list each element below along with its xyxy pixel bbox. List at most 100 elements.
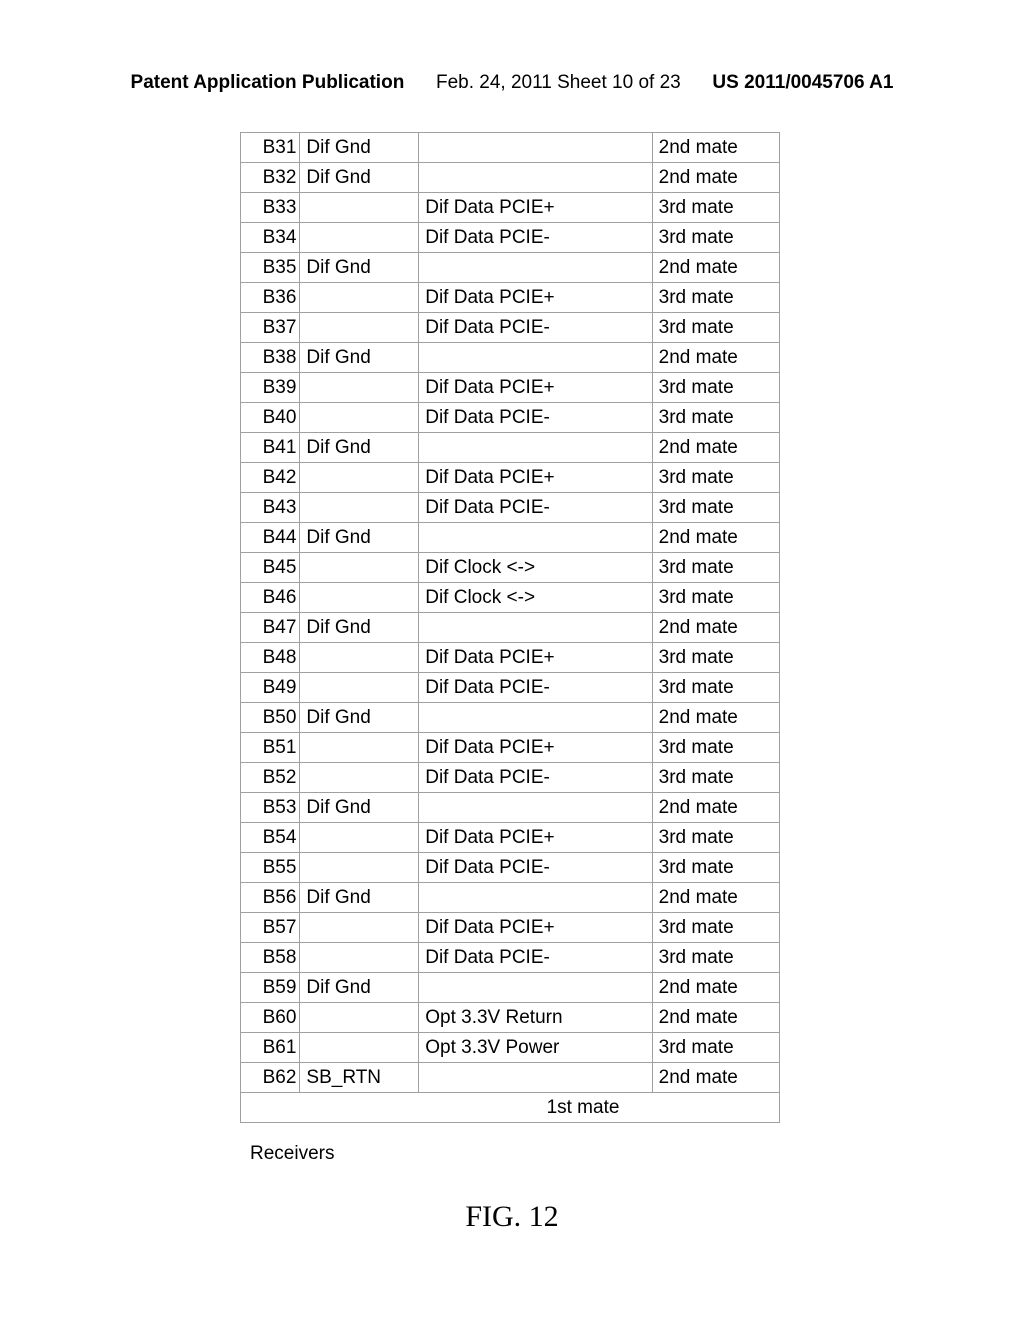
desc-cell bbox=[419, 883, 652, 913]
table-row: B42Dif Data PCIE+3rd mate bbox=[241, 463, 780, 493]
pin-cell: B46 bbox=[241, 583, 300, 613]
pin-cell: B34 bbox=[241, 223, 300, 253]
gnd-cell: Dif Gnd bbox=[300, 433, 419, 463]
desc-cell: Dif Data PCIE+ bbox=[419, 733, 652, 763]
table-row: B58Dif Data PCIE-3rd mate bbox=[241, 943, 780, 973]
gnd-cell bbox=[300, 853, 419, 883]
desc-cell: Dif Data PCIE+ bbox=[419, 193, 652, 223]
mate-cell: 2nd mate bbox=[652, 523, 779, 553]
header-mid: Feb. 24, 2011 Sheet 10 of 23 bbox=[436, 72, 681, 93]
gnd-cell: Dif Gnd bbox=[300, 793, 419, 823]
gnd-cell bbox=[300, 313, 419, 343]
table-row: B54Dif Data PCIE+3rd mate bbox=[241, 823, 780, 853]
table-row: B49Dif Data PCIE-3rd mate bbox=[241, 673, 780, 703]
header-right: US 2011/0045706 A1 bbox=[712, 72, 893, 93]
desc-cell: Dif Data PCIE- bbox=[419, 943, 652, 973]
desc-cell: Dif Data PCIE+ bbox=[419, 913, 652, 943]
table-row: B61Opt 3.3V Power3rd mate bbox=[241, 1033, 780, 1063]
mate-cell: 3rd mate bbox=[652, 823, 779, 853]
table-row: B43Dif Data PCIE-3rd mate bbox=[241, 493, 780, 523]
pin-cell: B52 bbox=[241, 763, 300, 793]
table-row: B35Dif Gnd2nd mate bbox=[241, 253, 780, 283]
mate-cell: 3rd mate bbox=[652, 1033, 779, 1063]
desc-cell bbox=[419, 163, 652, 193]
table-row: B59Dif Gnd2nd mate bbox=[241, 973, 780, 1003]
mate-cell: 3rd mate bbox=[652, 283, 779, 313]
pin-cell: B43 bbox=[241, 493, 300, 523]
pin-cell: B36 bbox=[241, 283, 300, 313]
mate-cell: 2nd mate bbox=[652, 433, 779, 463]
pin-cell: B32 bbox=[241, 163, 300, 193]
gnd-cell bbox=[300, 733, 419, 763]
gnd-cell: Dif Gnd bbox=[300, 613, 419, 643]
desc-cell: Dif Data PCIE- bbox=[419, 853, 652, 883]
mate-cell: 2nd mate bbox=[652, 343, 779, 373]
mate-cell: 2nd mate bbox=[652, 793, 779, 823]
desc-cell: Dif Data PCIE+ bbox=[419, 643, 652, 673]
receivers-label: Receivers bbox=[250, 1143, 334, 1165]
gnd-cell bbox=[300, 403, 419, 433]
mate-cell: 3rd mate bbox=[652, 913, 779, 943]
table-row: B50Dif Gnd2nd mate bbox=[241, 703, 780, 733]
desc-cell bbox=[419, 793, 652, 823]
pin-cell: B47 bbox=[241, 613, 300, 643]
desc-cell bbox=[419, 523, 652, 553]
mate-cell: 3rd mate bbox=[652, 583, 779, 613]
page-header: Patent Application Publication Feb. 24, … bbox=[0, 72, 1024, 94]
desc-cell: Dif Data PCIE+ bbox=[419, 823, 652, 853]
desc-cell bbox=[419, 613, 652, 643]
mate-cell: 3rd mate bbox=[652, 403, 779, 433]
table-row: B51Dif Data PCIE+3rd mate bbox=[241, 733, 780, 763]
table-footer-row: 1st mate bbox=[241, 1093, 780, 1123]
mate-cell: 3rd mate bbox=[652, 193, 779, 223]
desc-cell bbox=[419, 343, 652, 373]
mate-cell: 2nd mate bbox=[652, 1003, 779, 1033]
mate-cell: 3rd mate bbox=[652, 643, 779, 673]
mate-cell: 3rd mate bbox=[652, 553, 779, 583]
gnd-cell: Dif Gnd bbox=[300, 163, 419, 193]
mate-cell: 3rd mate bbox=[652, 223, 779, 253]
pin-cell: B53 bbox=[241, 793, 300, 823]
desc-cell: Dif Data PCIE+ bbox=[419, 463, 652, 493]
mate-cell: 3rd mate bbox=[652, 763, 779, 793]
pin-cell: B60 bbox=[241, 1003, 300, 1033]
mate-cell: 2nd mate bbox=[652, 253, 779, 283]
pin-cell: B45 bbox=[241, 553, 300, 583]
desc-cell: Dif Data PCIE- bbox=[419, 313, 652, 343]
gnd-cell: Dif Gnd bbox=[300, 343, 419, 373]
table-row: B40Dif Data PCIE-3rd mate bbox=[241, 403, 780, 433]
pin-cell: B31 bbox=[241, 133, 300, 163]
pin-cell: B37 bbox=[241, 313, 300, 343]
gnd-cell: Dif Gnd bbox=[300, 133, 419, 163]
gnd-cell: Dif Gnd bbox=[300, 523, 419, 553]
pin-cell: B48 bbox=[241, 643, 300, 673]
gnd-cell: Dif Gnd bbox=[300, 883, 419, 913]
table-row: B57Dif Data PCIE+3rd mate bbox=[241, 913, 780, 943]
mate-cell: 3rd mate bbox=[652, 313, 779, 343]
gnd-cell bbox=[300, 283, 419, 313]
pin-cell: B61 bbox=[241, 1033, 300, 1063]
table-row: B44Dif Gnd 2nd mate bbox=[241, 523, 780, 553]
figure-label: FIG. 12 bbox=[0, 1200, 1024, 1234]
header-left: Patent Application Publication bbox=[131, 72, 405, 93]
mate-cell: 3rd mate bbox=[652, 673, 779, 703]
table-row: B31Dif Gnd2nd mate bbox=[241, 133, 780, 163]
mate-cell: 2nd mate bbox=[652, 1063, 779, 1093]
gnd-cell bbox=[300, 943, 419, 973]
gnd-cell bbox=[300, 763, 419, 793]
pin-cell: B39 bbox=[241, 373, 300, 403]
pin-cell: B42 bbox=[241, 463, 300, 493]
desc-cell bbox=[419, 133, 652, 163]
table-row: B55Dif Data PCIE-3rd mate bbox=[241, 853, 780, 883]
pin-cell: B44 bbox=[241, 523, 300, 553]
pin-cell: B59 bbox=[241, 973, 300, 1003]
table-row: B41Dif Gnd2nd mate bbox=[241, 433, 780, 463]
pin-cell: B56 bbox=[241, 883, 300, 913]
gnd-cell bbox=[300, 583, 419, 613]
pin-cell: B62 bbox=[241, 1063, 300, 1093]
table-row: B37 Dif Data PCIE-3rd mate bbox=[241, 313, 780, 343]
desc-cell bbox=[419, 703, 652, 733]
mate-cell: 3rd mate bbox=[652, 733, 779, 763]
mate-cell: 3rd mate bbox=[652, 853, 779, 883]
gnd-cell bbox=[300, 463, 419, 493]
